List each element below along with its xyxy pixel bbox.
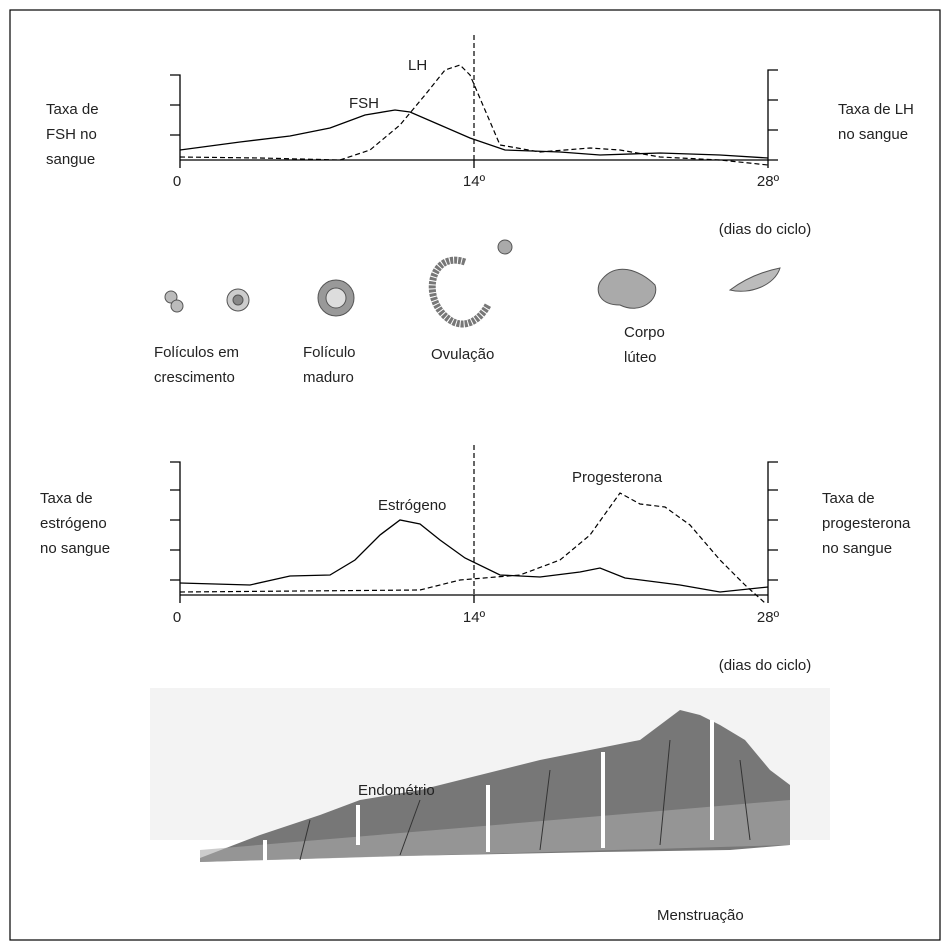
x-axis-caption: (dias do ciclo) — [719, 221, 812, 238]
y2-axis-label: Taxa de — [822, 490, 875, 507]
diagram: Taxa de FSH no sangue Taxa de LH no sangue LH… — [0, 0, 951, 952]
endometrium-label: Endométrio — [358, 782, 435, 799]
y2-axis-label: no sangue — [838, 126, 908, 143]
y-axis-label: Taxa de — [40, 490, 93, 507]
stage-label: Corpo — [624, 324, 665, 341]
x-tick-label: 28º — [757, 173, 780, 190]
stage-label: maduro — [303, 369, 354, 386]
curve-label: LH — [408, 57, 427, 74]
x-tick-label: 28º — [757, 609, 780, 626]
y2-axis-label: no sangue — [822, 540, 892, 557]
menstruation-label: Menstruação — [657, 907, 744, 924]
y2-axis-label: progesterona — [822, 515, 911, 532]
curve-label: FSH — [349, 95, 379, 112]
y-axis-label: FSH no — [46, 126, 97, 143]
x-tick-label: 0 — [173, 609, 181, 626]
stage-label: Ovulação — [431, 346, 494, 363]
x-tick-label: 0 — [173, 173, 181, 190]
stage-label: crescimento — [154, 369, 235, 386]
curve-label: Progesterona — [572, 469, 663, 486]
x-tick-label: 14º — [463, 173, 486, 190]
x-axis-caption: (dias do ciclo) — [719, 657, 812, 674]
y-axis-label: Taxa de — [46, 101, 99, 118]
y2-axis-label: Taxa de LH — [838, 101, 914, 118]
y-axis-label: sangue — [46, 151, 95, 168]
stage-label: Folículo — [303, 344, 356, 361]
y-axis-label: no sangue — [40, 540, 110, 557]
curve-label: Estrógeno — [378, 497, 446, 514]
y-axis-label: estrógeno — [40, 515, 107, 532]
stage-label: Folículos em — [154, 344, 239, 361]
x-tick-label: 14º — [463, 609, 486, 626]
stage-label: lúteo — [624, 349, 657, 366]
